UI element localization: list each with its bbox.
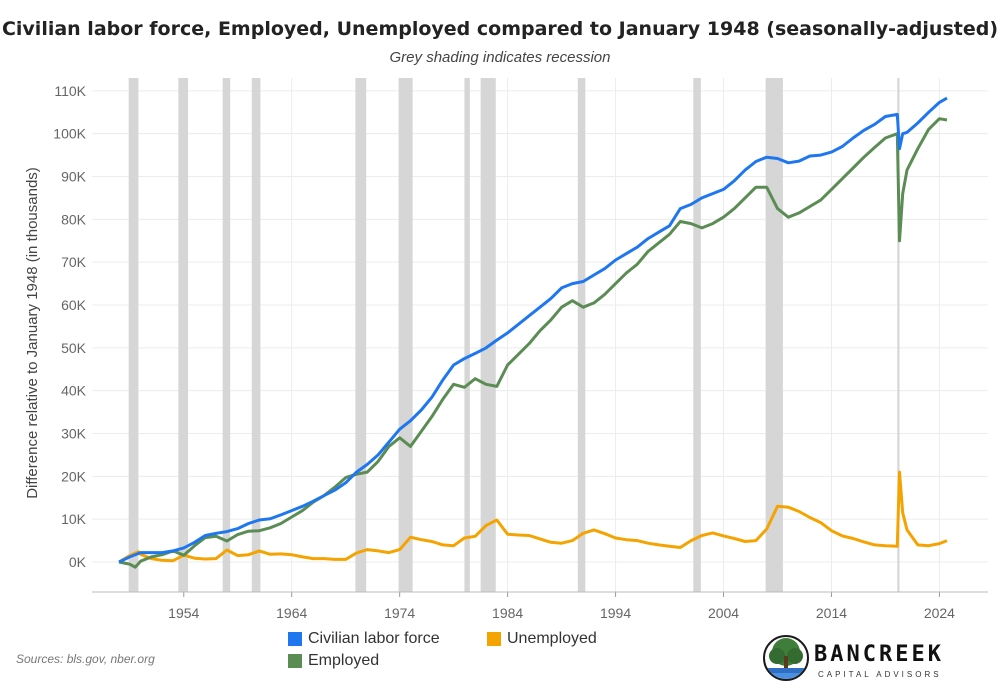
y-tick-label: 70K — [61, 254, 87, 270]
y-tick-label: 40K — [61, 383, 87, 399]
y-tick-label: 50K — [61, 340, 87, 356]
y-axis-label: Difference relative to January 1948 (in … — [24, 167, 41, 499]
recession-band — [398, 78, 413, 592]
sources-note: Sources: bls.gov, nber.org — [16, 652, 155, 666]
y-tick-label: 20K — [61, 468, 87, 484]
x-tick-label: 1974 — [384, 605, 415, 621]
x-tick-label: 1994 — [600, 605, 631, 621]
legend-label-unemployed: Unemployed — [507, 630, 597, 647]
recession-band — [577, 78, 586, 592]
y-tick-label: 100K — [53, 126, 86, 142]
series-line-unemployed — [118, 470, 948, 564]
recession-shading — [128, 78, 900, 592]
y-tick-label: 110K — [54, 83, 86, 99]
legend-label-labor-force: Civilian labor force — [308, 630, 440, 647]
series-lines — [118, 96, 948, 569]
legend-swatch-employed — [288, 654, 302, 668]
recession-band — [251, 78, 261, 592]
logo-tagline: CAPITAL ADVISORS — [818, 670, 942, 679]
recession-band — [464, 78, 470, 592]
x-tick-label: 2004 — [708, 605, 739, 621]
legend-item-unemployed[interactable]: Unemployed — [487, 630, 597, 648]
chart-title: Civilian labor force, Employed, Unemploy… — [1, 18, 999, 40]
recession-band — [897, 78, 900, 592]
recession-band — [693, 78, 701, 592]
legend: Civilian labor force Unemployed Employed — [288, 630, 628, 678]
x-tick-label: 2014 — [816, 605, 847, 621]
x-tick-label: 2024 — [924, 605, 955, 621]
recession-band — [355, 78, 367, 592]
tree-logo-icon — [763, 635, 809, 681]
y-tick-label: 30K — [61, 426, 87, 442]
x-tick-label: 1984 — [492, 605, 523, 621]
y-tick-label: 0K — [69, 554, 87, 570]
chart-subtitle: Grey shading indicates recession — [389, 49, 611, 66]
recession-band — [765, 78, 783, 592]
recession-band — [480, 78, 496, 592]
y-tick-label: 60K — [61, 297, 87, 313]
logo-name: BANCREEK — [814, 642, 944, 667]
legend-item-labor-force[interactable]: Civilian labor force — [288, 630, 440, 648]
y-tick-label: 10K — [61, 511, 87, 527]
series-line-civilian-labor-force — [118, 96, 948, 564]
series-line-employed — [118, 117, 948, 569]
legend-swatch-labor-force — [288, 632, 302, 646]
axes: 0K 10K 20K 30K 40K 50K 60K 70K 80K 90K 100K 110K 195… — [53, 83, 988, 621]
y-tick-label: 80K — [61, 211, 87, 227]
legend-item-employed[interactable]: Employed — [288, 652, 379, 670]
company-logo: BANCREEK CAPITAL ADVISORS — [760, 632, 990, 688]
x-tick-label: 1954 — [168, 605, 199, 621]
recession-band — [222, 78, 231, 592]
line-chart: 0K 10K 20K 30K 40K 50K 60K 70K 80K 90K 100K 110K 195… — [24, 78, 988, 621]
legend-swatch-unemployed — [487, 632, 501, 646]
recession-band — [128, 78, 139, 592]
legend-label-employed: Employed — [308, 652, 380, 669]
y-tick-label: 90K — [61, 169, 87, 185]
x-tick-label: 1964 — [276, 605, 307, 621]
recession-band — [178, 78, 189, 592]
